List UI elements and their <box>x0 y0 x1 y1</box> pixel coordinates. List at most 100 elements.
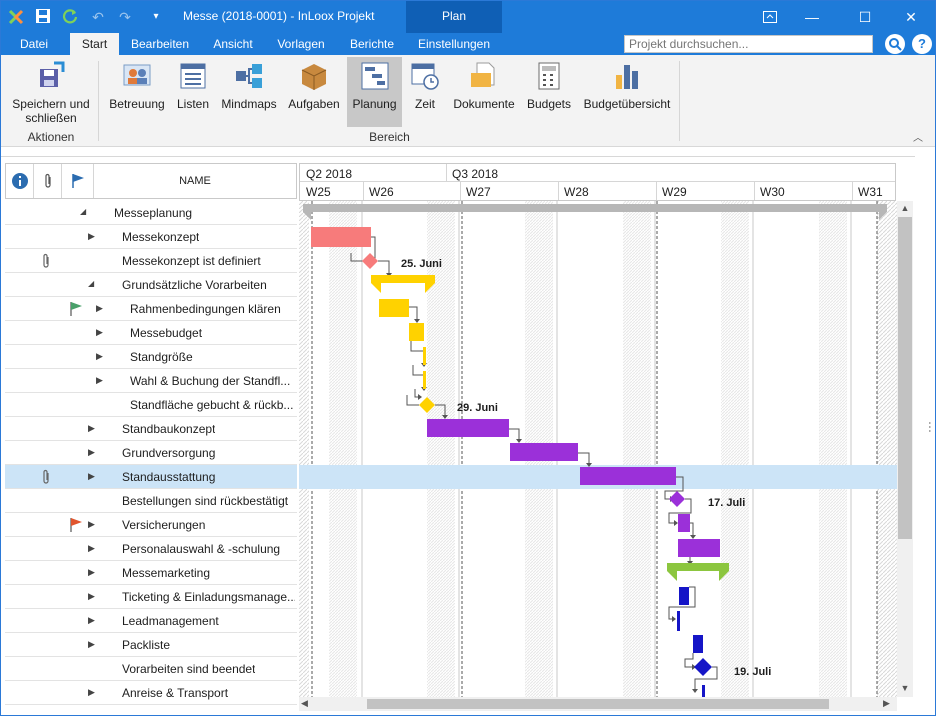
dependency-link <box>694 666 718 691</box>
minimize-button[interactable]: — <box>805 9 819 25</box>
budgetuebersicht-label: Budgetübersicht <box>583 97 671 111</box>
summary-bar-messemarketing <box>667 563 729 571</box>
undo-icon[interactable]: ↶ <box>92 9 104 25</box>
milestone-standflaeche-gebucht <box>419 397 435 413</box>
milestone-date-label: 19. Juli <box>734 666 771 678</box>
paperclip-icon[interactable] <box>41 469 51 488</box>
expand-arrow-icon[interactable]: ▶ <box>88 543 95 553</box>
save-and-close-button[interactable]: Speichern und schließen <box>9 57 93 127</box>
close-button[interactable]: ✕ <box>905 9 917 25</box>
attachment-column-header[interactable] <box>34 164 62 198</box>
save-icon[interactable] <box>34 8 52 26</box>
expand-arrow-icon[interactable]: ▶ <box>88 591 95 601</box>
name-column-header[interactable]: NAME <box>179 175 211 187</box>
search-icon[interactable] <box>885 34 905 54</box>
gantt-horizontal-scrollbar[interactable]: ◀ ▶ <box>299 697 897 711</box>
expand-arrow-icon[interactable]: ▶ <box>96 327 103 337</box>
task-row[interactable]: ◢ Grundsätzliche Vorarbeiten <box>5 273 297 297</box>
tab-start[interactable]: Start <box>70 33 119 55</box>
scroll-down-icon[interactable]: ▼ <box>900 683 910 693</box>
green-flag-icon[interactable] <box>69 301 83 320</box>
expand-arrow-icon[interactable]: ▶ <box>88 567 95 577</box>
task-row[interactable]: Standfläche gebucht & rückb... <box>5 393 297 417</box>
task-row[interactable]: ◢ Messeplanung <box>5 201 297 225</box>
expand-arrow-icon[interactable]: ▶ <box>88 231 95 241</box>
people-icon <box>123 64 151 86</box>
info-column-header[interactable] <box>6 164 34 198</box>
flag-column-header[interactable] <box>62 164 94 198</box>
task-row[interactable]: ▶ Wahl & Buchung der Standfl... <box>5 369 297 393</box>
zeit-button[interactable]: Zeit <box>406 57 444 127</box>
expand-arrow-icon[interactable]: ▶ <box>96 375 103 385</box>
budgets-button[interactable]: Budgets <box>523 57 575 127</box>
task-name: Messebudget <box>130 326 203 340</box>
task-row[interactable]: Bestellungen sind rückbestätigt <box>5 489 297 513</box>
task-row[interactable]: ▶ Personalauswahl & -schulung <box>5 537 297 561</box>
expand-arrow-icon[interactable]: ▶ <box>88 519 95 529</box>
expand-arrow-icon[interactable]: ▶ <box>88 687 95 697</box>
scroll-left-icon[interactable]: ◀ <box>301 698 308 708</box>
help-icon[interactable]: ? <box>912 34 932 54</box>
paperclip-icon[interactable] <box>41 253 51 272</box>
tab-berichte[interactable]: Berichte <box>349 37 395 51</box>
planung-button[interactable]: Planung <box>347 57 402 127</box>
task-row[interactable]: ▶ Ticketing & Einladungsmanage... <box>5 585 297 609</box>
scroll-up-icon[interactable]: ▲ <box>900 203 910 213</box>
scroll-right-icon[interactable]: ▶ <box>883 698 890 708</box>
task-row[interactable]: ▶ Messemarketing <box>5 561 297 585</box>
dependency-arrowhead <box>442 415 448 419</box>
task-row[interactable]: ▶ Grundversorgung <box>5 441 297 465</box>
aufgaben-button[interactable]: Aufgaben <box>285 57 343 127</box>
task-row[interactable]: ▶ Messekonzept <box>5 225 297 249</box>
milestone-messekonzept-definiert <box>362 253 378 269</box>
red-flag-icon[interactable] <box>69 517 83 536</box>
refresh-icon[interactable] <box>61 8 79 26</box>
task-row[interactable]: ▶ Leadmanagement <box>5 609 297 633</box>
task-row[interactable]: ▶ Versicherungen <box>5 513 297 537</box>
horizontal-scroll-thumb[interactable] <box>367 699 829 709</box>
week-label: W28 <box>564 185 589 199</box>
tab-ansicht[interactable]: Ansicht <box>213 37 253 51</box>
week-label: W25 <box>306 185 331 199</box>
ribbon-display-options-icon[interactable] <box>753 1 787 33</box>
customize-quick-access-icon[interactable]: ▾ <box>153 11 159 22</box>
expand-arrow-icon[interactable]: ▶ <box>88 615 95 625</box>
tab-vorlagen[interactable]: Vorlagen <box>277 37 325 51</box>
listen-button[interactable]: Listen <box>173 57 213 127</box>
tab-einstellungen[interactable]: Einstellungen <box>417 37 491 51</box>
expand-arrow-icon[interactable]: ▶ <box>88 639 95 649</box>
task-row[interactable]: ▶ Messebudget <box>5 321 297 345</box>
task-row[interactable]: ▶ Standausstattung <box>5 465 297 489</box>
mindmaps-button[interactable]: Mindmaps <box>218 57 280 127</box>
task-row[interactable]: ▶ Anreise & Transport <box>5 681 297 705</box>
redo-icon[interactable]: ↷ <box>119 9 131 25</box>
collapse-arrow-icon[interactable]: ◢ <box>80 207 87 216</box>
tab-datei[interactable]: Datei <box>19 37 48 51</box>
tab-bearbeiten[interactable]: Bearbeiten <box>130 37 190 51</box>
milestone-date-label: 29. Juni <box>457 402 498 414</box>
expand-arrow-icon[interactable]: ▶ <box>96 351 103 361</box>
gantt-vertical-scrollbar[interactable]: ▲ ▼ <box>897 201 913 697</box>
splitter-grip-icon[interactable]: ⋯ <box>923 421 936 433</box>
expand-arrow-icon[interactable]: ▶ <box>88 423 95 433</box>
expand-arrow-icon[interactable]: ▶ <box>88 471 95 481</box>
task-row[interactable]: ▶ Packliste <box>5 633 297 657</box>
maximize-button[interactable]: ☐ <box>858 9 872 25</box>
task-row[interactable]: Vorarbeiten sind beendet <box>5 657 297 681</box>
task-name: Rahmenbedingungen klären <box>130 302 281 316</box>
vertical-scroll-thumb[interactable] <box>898 217 912 539</box>
budgetuebersicht-button[interactable]: Budgetübersicht <box>580 57 674 127</box>
task-row[interactable]: ▶ Standgröße <box>5 345 297 369</box>
collapse-arrow-icon[interactable]: ◢ <box>88 279 95 288</box>
expand-arrow-icon[interactable]: ▶ <box>96 303 103 313</box>
task-row[interactable]: ▶ Standbaukonzept <box>5 417 297 441</box>
task-row[interactable]: Messekonzept ist definiert <box>5 249 297 273</box>
betreuung-button[interactable]: Betreuung <box>105 57 169 127</box>
expand-arrow-icon[interactable]: ▶ <box>88 447 95 457</box>
task-row[interactable]: ▶ Rahmenbedingungen klären <box>5 297 297 321</box>
project-search-input[interactable] <box>624 35 873 53</box>
gantt-background <box>299 201 897 697</box>
collapse-ribbon-icon[interactable]: ︿ <box>913 133 923 144</box>
dokumente-button[interactable]: Dokumente <box>450 57 518 127</box>
